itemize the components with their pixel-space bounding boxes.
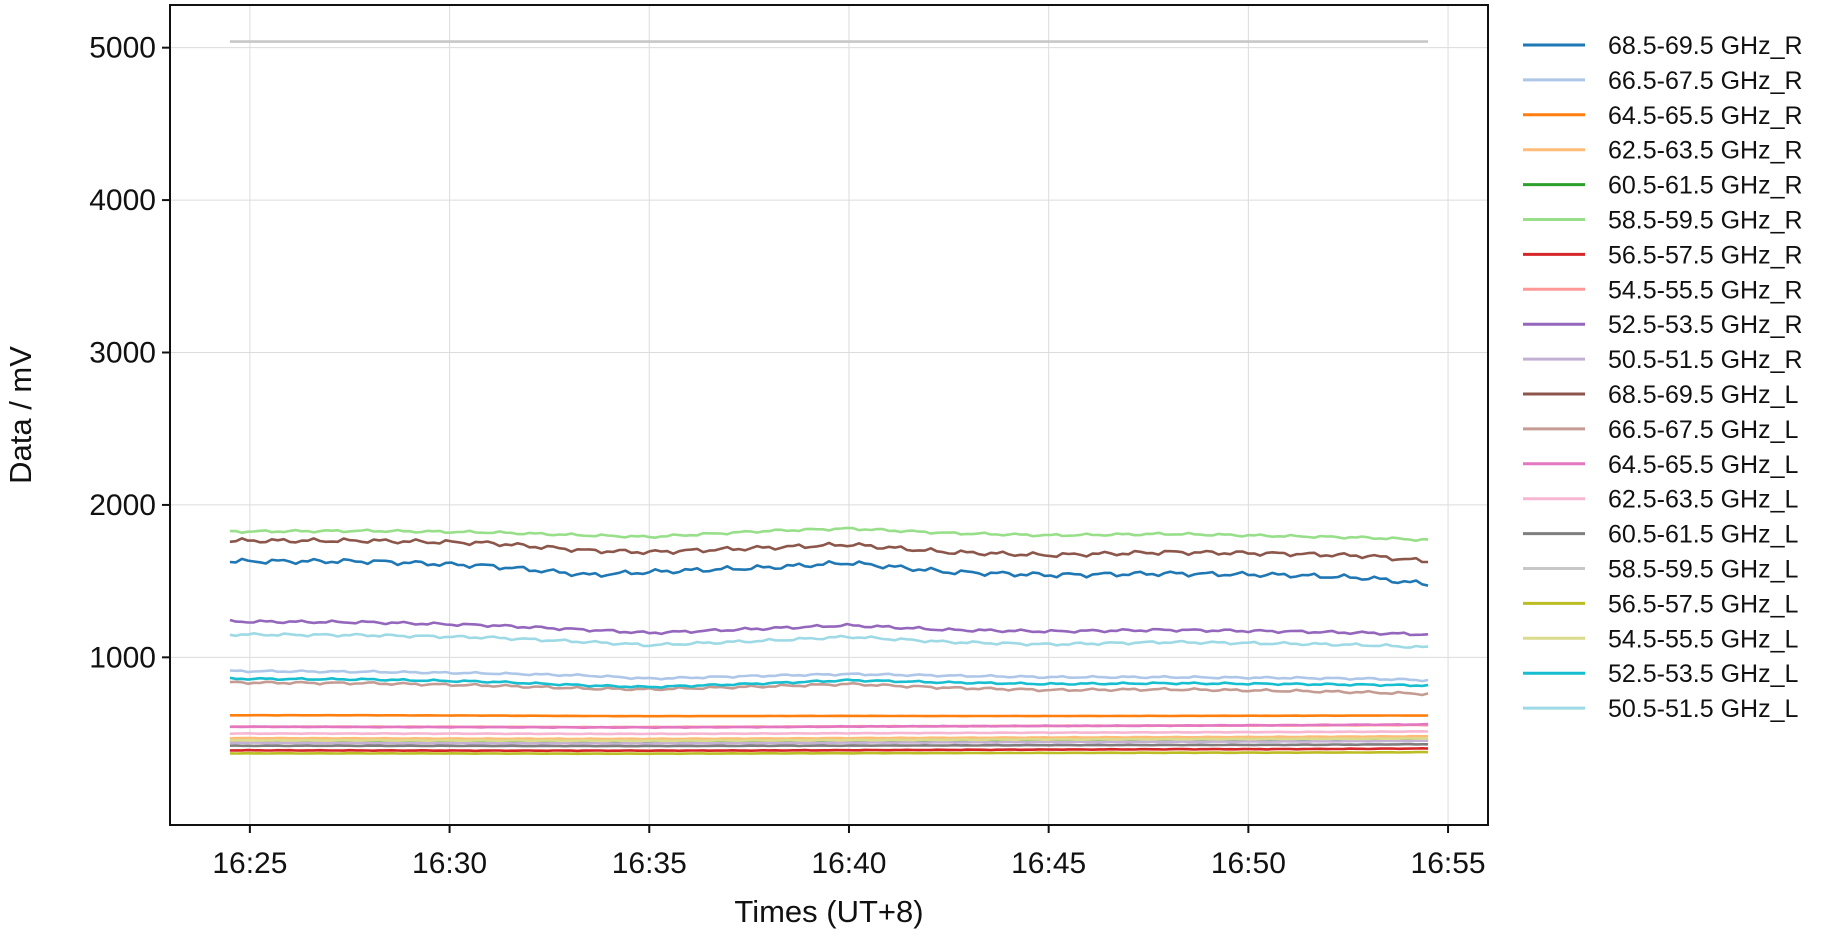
x-tick-label: 16:45 [1011,847,1086,880]
legend-entry-label: 52.5-53.5 GHz_L [1608,660,1798,688]
x-tick-label: 16:40 [811,847,886,880]
y-tick-label: 1000 [89,641,156,674]
series-line [229,736,1429,743]
legend-entry-label: 62.5-63.5 GHz_R [1608,137,1803,165]
legend-entry-label: 50.5-51.5 GHz_R [1608,346,1803,374]
x-tick-label: 16:35 [612,847,687,880]
legend-entry-label: 64.5-65.5 GHz_R [1608,102,1803,130]
series-line [229,722,1429,730]
y-axis-title: Data / mV [3,346,38,484]
series-line [229,746,1429,753]
legend: 68.5-69.5 GHz_R 66.5-67.5 GHz_R 64.5-65.5 … [1523,32,1803,723]
series-line [229,676,1429,689]
grid [170,5,1488,825]
series-line [229,669,1429,683]
series-line [229,739,1429,745]
legend-entry-label: 56.5-57.5 GHz_R [1608,241,1803,269]
series-line [229,734,1429,741]
legend-entry-label: 64.5-65.5 GHz_L [1608,451,1798,479]
legend-entry-label: 58.5-59.5 GHz_R [1608,207,1803,235]
series-lines [229,40,1429,756]
series-line [229,729,1429,736]
x-tick-label: 16:55 [1411,847,1486,880]
legend-entry-label: 56.5-57.5 GHz_L [1608,590,1798,618]
legend-entry-label: 52.5-53.5 GHz_R [1608,311,1803,339]
x-tick-label: 16:30 [412,847,487,880]
legend-entry-label: 50.5-51.5 GHz_L [1608,695,1798,723]
series-line [229,557,1429,587]
y-tick-label: 5000 [89,32,156,65]
legend-entry-label: 66.5-67.5 GHz_L [1608,416,1798,444]
series-line [229,618,1429,637]
legend-entry-label: 60.5-61.5 GHz_L [1608,521,1798,549]
legend-entry-label: 60.5-61.5 GHz_R [1608,172,1803,200]
legend-entry-label: 62.5-63.5 GHz_L [1608,486,1798,514]
legend-entry-label: 66.5-67.5 GHz_R [1608,67,1803,95]
series-line [229,713,1429,718]
y-axis: 1000 2000 3000 4000 5000 [89,32,170,674]
x-axis-title: Times (UT+8) [734,894,923,929]
x-tick-label: 16:50 [1211,847,1286,880]
legend-entry-label: 68.5-69.5 GHz_R [1608,32,1803,60]
series-line [229,537,1429,564]
x-axis: 16:25 16:30 16:35 16:40 16:45 16:50 16:55 [212,825,1486,880]
legend-entry-label: 58.5-59.5 GHz_L [1608,556,1798,584]
x-tick-label: 16:25 [212,847,287,880]
legend-entry-label: 68.5-69.5 GHz_L [1608,381,1798,409]
series-line [229,526,1429,543]
series-line [229,750,1429,756]
plot-frame [169,4,1489,826]
legend-entry-label: 54.5-55.5 GHz_R [1608,276,1803,304]
series-line [229,631,1429,649]
y-tick-label: 3000 [89,337,156,370]
series-line [229,742,1429,748]
y-tick-label: 4000 [89,184,156,217]
series-line [229,680,1429,697]
y-tick-label: 2000 [89,489,156,522]
legend-entry-label: 54.5-55.5 GHz_L [1608,625,1798,653]
